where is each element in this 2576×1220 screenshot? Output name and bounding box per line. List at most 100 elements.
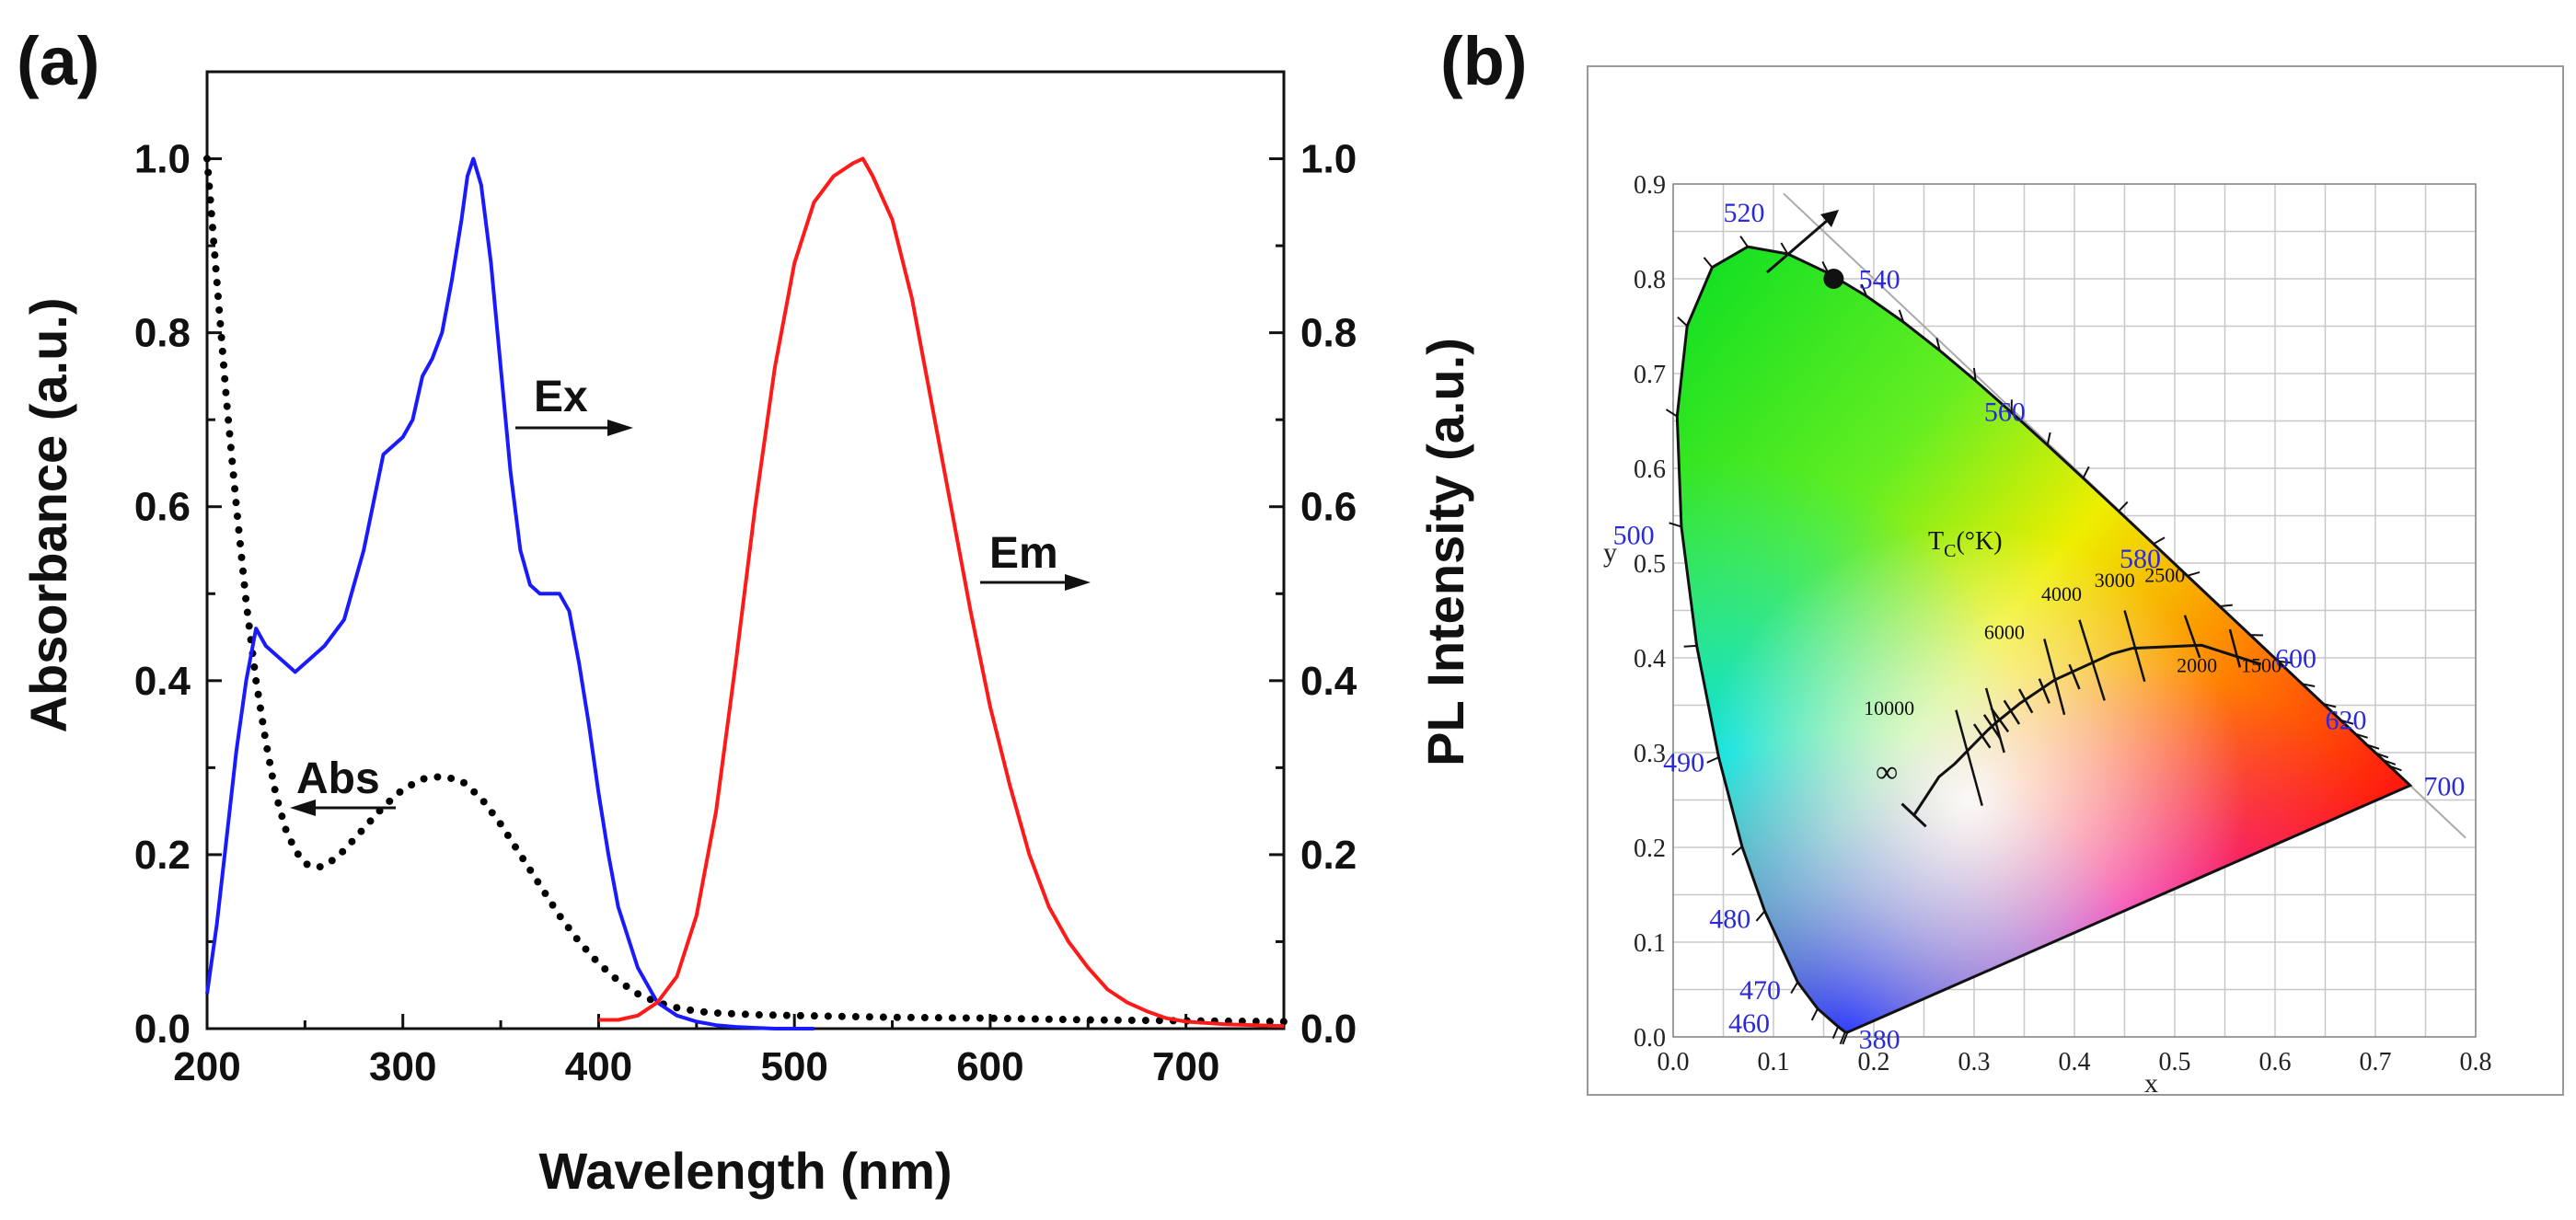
y-tick-label: 0.1 [1634,929,1666,958]
x-tick-label: 0.2 [1858,1048,1890,1076]
infinity-label: ∞ [1876,755,1898,789]
x-tick-label: 0.7 [2360,1048,2392,1076]
planckian-isotherms [1900,610,2242,828]
panel-a-chart: 200 300 400 500 600 700 0.0 0.2 0.4 0.6 0.8 1.0 0.… [19,70,1474,1200]
locus-tick [1935,338,1941,351]
wavelength-label: 600 [2275,643,2316,673]
panel-b-chart: 0.0 0.1 0.2 0.3 0.4 0.5 0.6 0.7 0.8 0.0 0.1 0.2 0.3 0… [1587,65,2564,1099]
locus-tick [1898,309,1905,323]
locus-tick [2383,759,2397,765]
locus-tick [2219,604,2233,607]
locus-tick [2388,765,2402,772]
wavelength-label: 380 [1859,1024,1900,1054]
locus-tick [1739,236,1749,247]
isotherm-line [2003,699,2021,725]
y-tick-label: 0.8 [1634,266,1666,294]
y-tick-label: 0.7 [1634,361,1666,389]
locus-tick [1706,756,1719,764]
locus-tick [2153,536,2166,546]
locus-tick [1683,644,1697,648]
right-y-tick-label: 0.2 [1300,833,1357,878]
y-tick-label: 0.6 [1634,455,1666,484]
locus-tick [2046,432,2051,445]
locus-tick [2355,732,2368,739]
locus-tick [1731,846,1743,856]
y-tick-label: 0.0 [1634,1024,1666,1053]
isotherm-line [1982,714,2002,740]
cct-label: 2500 [2144,564,2185,587]
panel-a-x-ticks: 200 300 400 500 600 700 [173,1014,1286,1089]
series-em-line [598,156,1285,1029]
isotherm-line [1984,687,2005,754]
locus-tick [2082,466,2090,479]
right-y-tick-label: 0.4 [1300,659,1357,704]
locus-tick [1703,257,1714,269]
isotherm-line [2017,688,2034,714]
abs-annotation: Abs [290,754,396,816]
locus-tick [1790,981,1799,995]
locus-tick [1842,1031,1849,1045]
panel-a-left-y-ticks: 0.0 0.2 0.4 0.6 0.8 1.0 [134,70,222,1052]
isotherm-line [2078,619,2106,701]
ex-annotation-label: Ex [534,373,588,421]
left-y-tick-label: 0.2 [134,833,191,878]
locus-tick [2278,660,2292,664]
emission-point-arrow [1766,210,1839,274]
x-tick-label: 300 [369,1044,436,1089]
panel-b-label: (b) [1440,23,1528,99]
locus-tick [2118,501,2129,512]
x-tick-label: 0.3 [1958,1048,1991,1076]
left-y-tick-label: 0.8 [134,311,191,356]
infinity-end-cap [1900,802,1927,828]
panel-a-right-y-axis-label: PL Intensity (a.u.) [1416,338,1474,766]
wavelength-label: 520 [1724,198,1765,228]
abs-annotation-label: Abs [296,754,380,803]
isotherm-line [2068,663,2081,690]
cct-label: 3000 [2095,569,2135,592]
panel-a-x-axis-label: Wavelength (nm) [538,1142,952,1200]
right-y-tick-label: 1.0 [1300,137,1357,182]
y-tick-label: 0.9 [1634,171,1666,200]
locus-tick [1755,910,1766,922]
wavelength-label: 470 [1739,975,1781,1006]
x-tick-label: 500 [760,1044,827,1089]
x-tick-label: 600 [956,1044,1023,1089]
isotherm-line [2183,615,2201,659]
isotherm-line [2123,610,2146,683]
panel-a-frame [205,70,1286,1030]
left-y-tick-label: 0.0 [134,1007,191,1052]
cct-label: 2000 [2177,653,2217,676]
locus-tick [2340,719,2354,725]
wavelength-label: 500 [1613,520,1655,550]
isotherm-line [1972,723,1992,749]
locus-tick [1831,1026,1840,1040]
right-y-tick-label: 0.6 [1300,485,1357,530]
left-y-tick-label: 0.4 [134,659,191,704]
locus-tick [2366,743,2380,750]
point-arrow-head [1820,210,1839,227]
spectral-locus-ticks [1665,236,2402,1045]
panel-a-label: (a) [17,23,99,99]
x-tick-label: 0.5 [2159,1048,2191,1076]
y-tick-label: 0.3 [1634,740,1666,768]
locus-tick [1669,522,1682,528]
em-arrow-head [1065,574,1091,591]
wavelength-label: 700 [2423,771,2465,801]
right-y-tick-label: 0.0 [1300,1007,1357,1052]
left-y-tick-label: 1.0 [134,137,191,182]
wavelength-label: 460 [1728,1008,1770,1039]
y-tick-label: 0.2 [1634,834,1666,863]
isotherm-line [2228,628,2242,668]
locus-tick [1860,283,1868,297]
plot-area-border [1672,183,2477,1038]
cct-label: 6000 [1984,620,2025,643]
x-tick-label: 0.1 [1758,1048,1790,1076]
wavelength-label: 480 [1709,904,1750,935]
isotherm-line [1955,709,1983,807]
wavelength-label: 540 [1859,264,1900,294]
panel-b-y-axis-label: y [1603,537,1617,568]
x-tick-label: 0.8 [2460,1048,2492,1076]
x-tick-label: 0.6 [2259,1048,2292,1076]
